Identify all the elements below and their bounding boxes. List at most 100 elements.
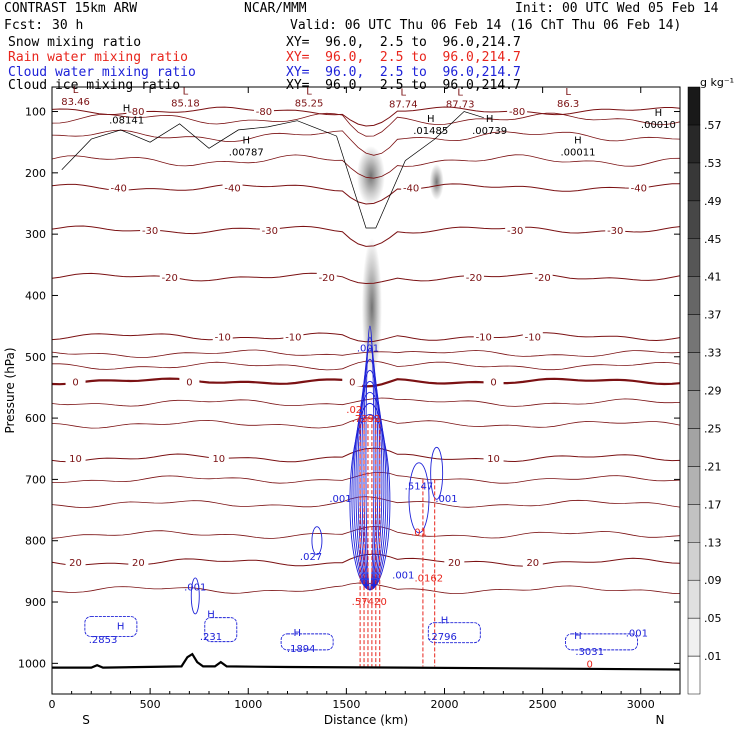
temperature-label-bg — [259, 223, 280, 235]
temperature-contour-label: -40 — [111, 184, 127, 195]
colorbar-swatch — [687, 428, 701, 467]
cloud-water-high-letter: H — [441, 615, 449, 626]
rain-water-label: .5742 — [352, 597, 381, 608]
y-tick-label: 700 — [25, 473, 46, 486]
temperature-contour-label: -40 — [403, 184, 419, 195]
temperature-label-bg — [473, 330, 494, 342]
y-tick-label: 100 — [25, 106, 46, 119]
temperature-contour-label: -20 — [162, 273, 178, 284]
temperature-contour-label: -10 — [476, 333, 492, 344]
cloud-water-contour — [408, 462, 430, 534]
cloud-water-contour — [190, 577, 200, 615]
temperature-contour-line — [52, 106, 680, 127]
cloud-water-label: .001 — [184, 583, 206, 594]
temperature-contour-label: 0 — [349, 377, 355, 388]
temperature-contour-label: 0 — [490, 377, 496, 388]
colorbar-swatch — [687, 352, 701, 391]
temperature-label-bg — [505, 223, 526, 235]
init-label: Init: 00 UTC Wed 05 Feb 14 — [515, 1, 719, 16]
snow-plume-upper — [356, 145, 385, 206]
extremum-value: 83.46 — [61, 97, 90, 108]
temperature-label-bg — [126, 104, 147, 116]
rain-water-label: .01 — [411, 528, 427, 539]
y-tick-label: 600 — [25, 412, 46, 425]
temperature-contour-label: -20 — [319, 273, 335, 284]
temperature-contour-label: 20 — [526, 558, 539, 569]
temperature-contour-line — [52, 332, 680, 343]
field-name-rain: Rain water mixing ratio — [8, 50, 189, 65]
field-xy-rain: XY= 96.0, 2.5 to 96.0,214.7 — [286, 50, 521, 65]
colorbar-swatch — [687, 200, 701, 239]
x-tick-label: 2500 — [529, 698, 557, 711]
cloud-water-contour — [204, 617, 238, 643]
cloud-water-contour — [349, 413, 391, 591]
cloud-water-high-letter: H — [117, 622, 125, 633]
extremum-letter: H — [574, 135, 582, 146]
extremum-letter: H — [243, 135, 251, 146]
temperature-contour-line — [52, 525, 680, 539]
upper-contour-line — [52, 129, 680, 156]
colorbar-level-label: .33 — [704, 347, 722, 360]
field-xy-cloud-ice: XY= 96.0, 2.5 to 96.0,214.7 — [286, 78, 521, 93]
x-tick-label: 0 — [49, 698, 56, 711]
temperature-contour-label: 10 — [487, 454, 500, 465]
colorbar-level-label: .17 — [704, 498, 722, 511]
temperature-contour-label: 20 — [69, 558, 82, 569]
temperature-contour-label: -10 — [525, 333, 541, 344]
x-tick-label: 3000 — [627, 698, 655, 711]
colorbar-level-label: .49 — [704, 195, 722, 208]
x-tick-label: 2000 — [431, 698, 459, 711]
cloud-water-label: .001 — [357, 344, 379, 355]
cloud-water-label: .3031 — [575, 647, 604, 658]
cloud-water-label: .5147 — [405, 482, 434, 493]
colorbar-level-label: .05 — [704, 612, 722, 625]
temperature-label-bg — [159, 271, 180, 283]
cloud-water-label: .001 — [435, 494, 457, 505]
colorbar-swatch — [687, 542, 701, 581]
temperature-label-bg — [401, 181, 422, 193]
colorbar-level-label: .09 — [704, 574, 722, 587]
colorbar-level-label: .37 — [704, 309, 722, 322]
temperature-label-bg — [532, 271, 553, 283]
temperature-label-bg — [222, 181, 243, 193]
temperature-label-bg — [605, 223, 626, 235]
rain-water-label: .7392 — [352, 414, 381, 425]
cloud-water-high-letter: H — [574, 631, 582, 642]
extremum-value: .00010 — [641, 120, 676, 131]
colorbar-swatch — [687, 655, 701, 695]
temperature-label-bg — [128, 556, 149, 568]
extremum-letter: L — [306, 86, 312, 97]
colorbar-level-label: .21 — [704, 460, 722, 473]
cloud-water-label: .2853 — [89, 635, 118, 646]
temperature-contour-label: -10 — [215, 333, 231, 344]
colorbar-swatch — [687, 466, 701, 505]
field-name-cloud-water: Cloud water mixing ratio — [8, 65, 196, 80]
temperature-contour-label: -30 — [142, 226, 158, 237]
temperature-label-bg — [283, 330, 304, 342]
temperature-label-bg — [483, 451, 504, 463]
y-tick-label: 900 — [25, 596, 46, 609]
cloud-water-label: .2796 — [428, 632, 457, 643]
colorbar-swatch — [687, 124, 701, 164]
cloud-water-high-letter: H — [294, 628, 302, 639]
cloud-water-contour — [280, 633, 334, 651]
x-tick-label: 500 — [140, 698, 161, 711]
extremum-value: .00787 — [229, 147, 264, 158]
extremum-letter: L — [73, 85, 79, 96]
temperature-contour-label: 20 — [448, 558, 461, 569]
temperature-contour-label: -20 — [534, 273, 550, 284]
colorbar-swatch — [687, 238, 701, 277]
temperature-contour-label: 20 — [132, 558, 145, 569]
temperature-contour-line — [52, 183, 680, 205]
colorbar-swatch — [687, 390, 701, 429]
y-tick-label: 200 — [25, 167, 46, 180]
temperature-label-bg — [208, 451, 229, 463]
valid-label: Valid: 06 UTC Thu 06 Feb 14 (16 ChT Thu … — [290, 18, 682, 33]
model-title: CONTRAST 15km ARW — [4, 1, 138, 16]
cloud-water-label: .027 — [300, 552, 322, 563]
temperature-label-bg — [212, 330, 233, 342]
upper-contour-line — [52, 154, 680, 179]
y-axis-title: Pressure (hPa) — [3, 347, 17, 433]
extremum-value: 85.18 — [171, 98, 200, 109]
rain-water-label: .0162 — [414, 574, 443, 585]
